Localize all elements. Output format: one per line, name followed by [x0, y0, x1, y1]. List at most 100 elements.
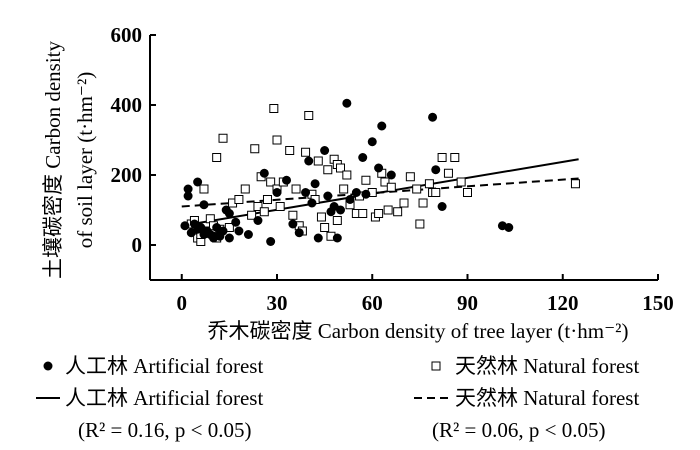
- natural-point: [250, 144, 260, 154]
- artificial-point: [183, 184, 193, 194]
- natural-point: [266, 177, 276, 187]
- natural-point: [212, 153, 222, 162]
- natural-point: [570, 179, 580, 189]
- artificial-point: [183, 191, 193, 201]
- natural-point: [288, 210, 298, 220]
- y-tick-label: 200: [111, 163, 143, 187]
- natural-point: [313, 156, 323, 166]
- natural-point: [234, 195, 244, 204]
- natural-point: [386, 182, 396, 192]
- natural-point: [339, 184, 349, 194]
- x-tick-label: 30: [267, 291, 288, 315]
- x-tick-label: 150: [642, 291, 674, 315]
- artificial-point: [231, 217, 241, 227]
- legend-natural-marker: [431, 361, 441, 371]
- natural-point: [342, 170, 352, 180]
- artificial-point: [272, 188, 282, 197]
- x-ticks: 0 30 60 90 120 150: [177, 274, 674, 315]
- artificial-point: [193, 177, 203, 187]
- natural-point: [383, 205, 393, 215]
- artificial-point: [253, 216, 263, 225]
- natural-fit-line: [181, 177, 579, 208]
- natural-point: [199, 184, 209, 194]
- natural-point: [431, 188, 441, 197]
- natural-point: [437, 153, 447, 162]
- artificial-point: [374, 163, 384, 173]
- natural-point: [240, 184, 250, 194]
- natural-point: [272, 135, 282, 145]
- natural-point: [247, 210, 257, 220]
- artificial-point: [243, 230, 253, 239]
- y-tick-label: 400: [111, 93, 143, 117]
- legend: 人工林 Artificial forest 天然林 Natural forest…: [36, 354, 639, 442]
- artificial-point: [336, 205, 345, 215]
- artificial-point: [234, 226, 244, 236]
- artificial-point: [218, 226, 228, 236]
- x-tick-label: 120: [547, 291, 579, 315]
- artificial-point: [323, 191, 333, 201]
- natural-point: [259, 207, 269, 217]
- artificial-point: [313, 233, 323, 243]
- natural-point: [304, 111, 314, 120]
- legend-artificial-points-label: 人工林 Artificial forest: [65, 354, 263, 378]
- natural-point: [415, 219, 425, 229]
- artificial-point: [304, 156, 314, 166]
- natural-point: [218, 133, 228, 143]
- artificial-point: [199, 200, 209, 210]
- x-tick-label: 60: [362, 291, 383, 315]
- artificial-point: [504, 223, 514, 232]
- artificial-point: [282, 175, 292, 185]
- artificial-point: [259, 168, 269, 178]
- plot-area: 0 30 60 90 120 150 0 200 400 600: [111, 23, 674, 315]
- x-tick-label: 0: [177, 291, 188, 315]
- natural-point: [443, 168, 453, 178]
- natural-point: [450, 153, 460, 162]
- natural-point: [291, 184, 301, 194]
- artificial-point: [320, 146, 330, 155]
- natural-point: [361, 175, 371, 185]
- legend-natural-fit-label: 天然林 Natural forest: [455, 386, 639, 410]
- natural-point: [269, 104, 279, 113]
- natural-point: [275, 202, 285, 211]
- artificial-point: [361, 189, 371, 199]
- artificial-point: [266, 237, 276, 246]
- artificial-point: [332, 233, 342, 243]
- artificial-point: [358, 153, 368, 162]
- natural-point: [285, 146, 295, 155]
- legend-artificial-stats: (R² = 0.16, p < 0.05): [78, 418, 251, 442]
- natural-point: [418, 198, 428, 208]
- natural-point: [301, 147, 311, 157]
- natural-point: [316, 212, 326, 222]
- natural-point: [393, 207, 403, 217]
- y-ticks: 0 200 400 600: [111, 23, 156, 257]
- artificial-point: [342, 98, 352, 108]
- artificial-point: [288, 219, 298, 229]
- artificial-point: [224, 233, 234, 243]
- artificial-point: [428, 112, 438, 122]
- artificial-point: [345, 195, 355, 204]
- data-points: [180, 98, 580, 246]
- legend-artificial-marker: [43, 361, 53, 371]
- artificial-point: [294, 228, 304, 238]
- natural-point: [358, 209, 368, 218]
- artificial-point: [180, 221, 190, 231]
- legend-artificial-fit-label: 人工林 Artificial forest: [65, 386, 263, 410]
- y-tick-label: 0: [132, 233, 143, 257]
- natural-point: [412, 184, 422, 194]
- natural-point: [374, 209, 384, 218]
- natural-point: [463, 188, 472, 197]
- y-tick-label: 600: [111, 23, 143, 47]
- natural-point: [399, 198, 409, 208]
- artificial-point: [431, 165, 441, 175]
- x-axis-title: 乔木碳密度 Carbon density of tree layer (t·hm…: [208, 319, 629, 343]
- y-axis-title-line2: of soil layer (t·hm⁻²): [73, 72, 97, 249]
- artificial-point: [224, 209, 234, 218]
- natural-point: [320, 223, 330, 232]
- natural-point: [262, 195, 272, 204]
- x-tick-label: 90: [457, 291, 478, 315]
- artificial-point: [351, 188, 361, 197]
- artificial-point: [377, 121, 387, 131]
- natural-point: [405, 172, 415, 182]
- artificial-point: [310, 179, 320, 189]
